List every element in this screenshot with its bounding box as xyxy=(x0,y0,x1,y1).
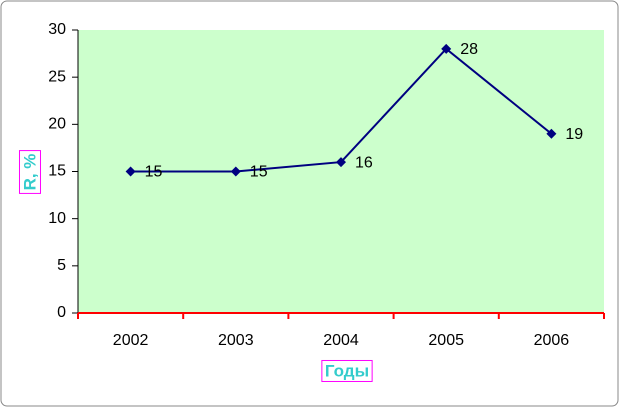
y-tick-label: 10 xyxy=(48,210,66,227)
y-tick-label: 20 xyxy=(48,116,66,133)
x-tick-label: 2006 xyxy=(534,332,570,349)
y-axis-title: R, % xyxy=(20,154,39,191)
x-tick-label: 2002 xyxy=(113,332,149,349)
data-point xyxy=(230,166,241,177)
data-label: 15 xyxy=(250,164,268,181)
y-tick-label: 0 xyxy=(57,304,66,321)
data-point xyxy=(441,43,452,54)
y-tick-label: 15 xyxy=(48,163,66,180)
data-point xyxy=(125,166,136,177)
data-label: 16 xyxy=(355,154,373,171)
y-tick-label: 5 xyxy=(57,257,66,274)
data-point xyxy=(546,128,557,139)
y-tick-label: 25 xyxy=(48,68,66,85)
y-axis-title-box xyxy=(18,150,41,194)
x-tick-label: 2004 xyxy=(323,332,359,349)
x-axis-title-box xyxy=(321,359,373,382)
x-tick-label: 2005 xyxy=(428,332,464,349)
y-tick-label: 30 xyxy=(48,21,66,38)
data-label: 28 xyxy=(460,41,478,58)
data-label: 15 xyxy=(145,164,163,181)
x-axis-title: Годы xyxy=(325,361,369,380)
x-tick-label: 2003 xyxy=(218,332,254,349)
data-point xyxy=(336,157,346,168)
data-label: 19 xyxy=(565,126,583,143)
